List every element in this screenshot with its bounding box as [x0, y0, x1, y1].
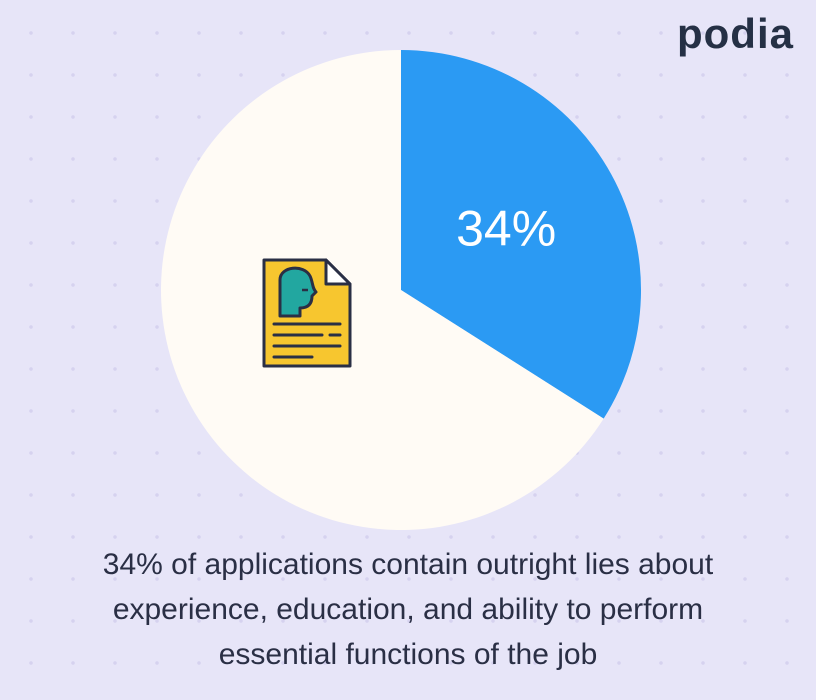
brand-logo: podia [677, 10, 794, 57]
pie-slice [401, 50, 641, 419]
caption: 34% of applications contain outright lie… [102, 548, 714, 671]
chart: 34% [160, 50, 641, 531]
resume-icon [262, 258, 352, 368]
slice-label: 34% [456, 200, 556, 256]
slices: 34% [160, 50, 641, 531]
pie-slice [160, 50, 604, 531]
